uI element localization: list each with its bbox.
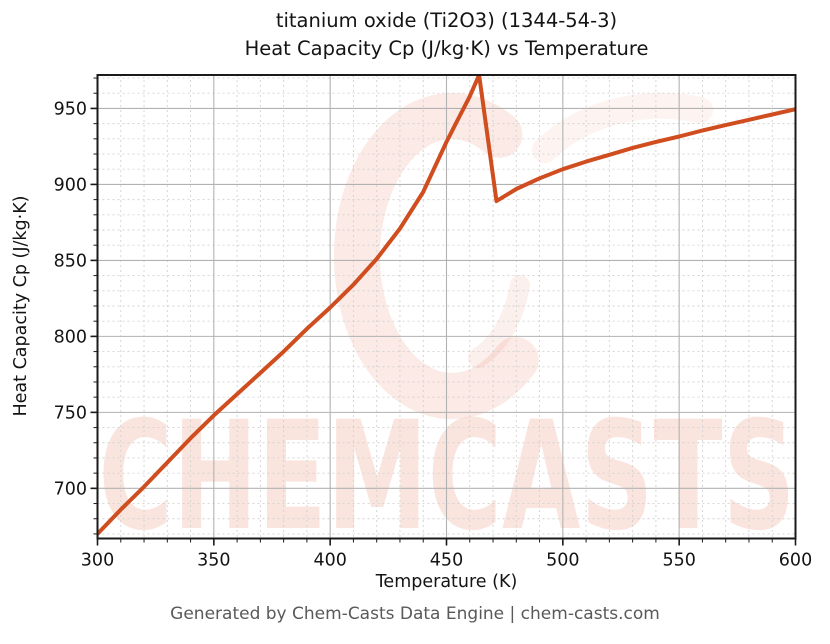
watermark-swoosh-inner: [468, 275, 530, 368]
footer-credit: Generated by Chem-Casts Data Engine | ch…: [170, 604, 660, 624]
y-tick-label: 850: [54, 251, 87, 271]
axis-ticks: [90, 107, 797, 546]
x-tick-label: 500: [546, 551, 579, 571]
x-tick-label: 600: [779, 551, 812, 571]
watermark-logo-c: [333, 93, 539, 419]
axis-minor-ticks: [93, 77, 773, 543]
y-axis-label: Heat Capacity Cp (J/kg·K): [11, 195, 31, 417]
y-tick-label: 900: [54, 175, 87, 195]
x-tick-labels: 300 350 400 450 500 550 600: [81, 551, 812, 571]
x-tick-label: 400: [313, 551, 346, 571]
chart-title-line1: titanium oxide (Ti2O3) (1344-54-3): [275, 9, 618, 32]
y-tick-labels: 700 750 800 850 900 950: [54, 99, 87, 499]
cp-data-line: [97, 75, 796, 536]
x-axis-label: Temperature (K): [375, 572, 518, 592]
x-tick-label: 550: [662, 551, 695, 571]
y-tick-label: 700: [54, 479, 87, 499]
chart-title: titanium oxide (Ti2O3) (1344-54-3) Heat …: [97, 7, 796, 62]
chart-title-line2: Heat Capacity Cp (J/kg·K) vs Temperature: [244, 36, 649, 60]
y-tick-label: 750: [54, 403, 87, 423]
y-tick-label: 950: [54, 99, 87, 119]
x-tick-label: 350: [197, 551, 230, 571]
x-tick-label: 450: [430, 551, 463, 571]
x-tick-label: 300: [81, 551, 114, 571]
y-tick-label: 800: [54, 327, 87, 347]
watermark-swoosh-top: [532, 92, 713, 163]
